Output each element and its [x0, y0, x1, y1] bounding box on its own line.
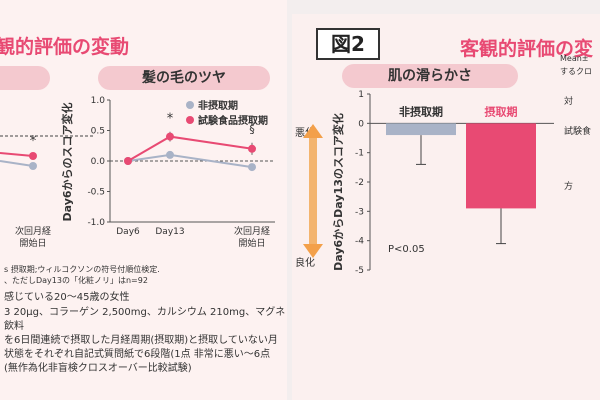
hair-point-intake	[166, 132, 174, 141]
improvement-arrow-shaft	[309, 136, 317, 246]
left-partial-gray-point	[29, 162, 37, 170]
left-partial-xtick-line1: 次回月経	[15, 225, 51, 237]
left-partial-asterisk: *	[30, 134, 37, 149]
skin-ytick-label: -1	[355, 149, 364, 159]
hair-ylabel: Day6からのスコア変化	[60, 102, 74, 221]
left-partial-pink-point	[29, 152, 37, 160]
legend-item-intake: 試験食品摂取期	[186, 112, 268, 127]
hair-ytick-label: 1.0	[91, 96, 106, 106]
left-partial-pill	[0, 66, 50, 90]
legend-label: 非摂取期	[198, 101, 238, 112]
right-chart-svg: Day6からDay13のスコア変化 1 0 -1 -2 -3 -4 -5 非摂取期 摂取期 P<0.…	[303, 90, 554, 276]
legend-item-non-intake: 非摂取期	[186, 97, 238, 112]
left-charts-svg: *次回月経開始日Day6からのスコア変化1.00.50.0-0.5-1.0Day…	[0, 96, 275, 249]
arrow-top-label: 悪化	[295, 128, 315, 139]
footnote-6: を6日間連続で摂取した月経周期(摂取期)と摂取していない月	[4, 335, 278, 346]
right-section-title: 客観的評価の変	[460, 38, 594, 60]
hair-xtick-label: 次回月経	[234, 225, 270, 237]
hair-point-non-intake	[166, 150, 174, 159]
skin-bar-intake	[466, 123, 536, 209]
hair-annotation-asterisk: *	[167, 112, 174, 127]
skin-ytick-label: -2	[355, 178, 364, 188]
hair-xtick-label: Day13	[155, 227, 184, 237]
left-partial-pink-line	[0, 152, 34, 157]
footnote-3: 感じている20～45歳の女性	[4, 292, 130, 303]
footnote-4: 3 20μg、コラーゲン 2,500mg、カルシウム 210mg、マグネ	[4, 307, 286, 318]
hair-xtick-label: 開始日	[238, 237, 265, 249]
skin-ytick-label: -4	[355, 237, 364, 247]
skin-ytick-label: 1	[358, 90, 364, 100]
legend-label: 試験食品摂取期	[198, 116, 268, 127]
left-section-title: 観的評価の変動	[0, 36, 130, 58]
skin-p-value: P<0.05	[388, 244, 425, 255]
hair-ytick-label: -0.5	[87, 188, 105, 198]
legend-dot-gray	[186, 100, 194, 109]
hair-point-intake	[124, 157, 132, 165]
hair-xtick-label: Day6	[116, 227, 140, 237]
footnote-2: 、ただしDay13の「化粧ノリ」はn=92	[4, 276, 148, 285]
hair-ytick-label: 0.5	[91, 127, 105, 137]
footnote-7: 状態をそれぞれ自記式質問紙で6段階(1点 非常に悪い～6点	[4, 349, 271, 360]
hair-ytick-label: -1.0	[87, 218, 105, 228]
footnote-8: (無作為化非盲検クロスオーバー比較試験)	[4, 363, 192, 374]
legend-dot-pink	[186, 115, 194, 124]
side-note-5: 方	[564, 182, 574, 192]
improvement-arrow-down-head	[303, 244, 323, 258]
improvement-arrow-up-head	[303, 124, 323, 138]
side-note-4: 試験食	[564, 127, 592, 137]
footnote-1: s 摂取期;ウィルコクソンの符号付順位検定.	[4, 265, 160, 274]
hair-ytick-label: 0.0	[91, 157, 106, 167]
figure-label: 図2	[316, 28, 380, 60]
skin-ytick-label: -3	[355, 207, 364, 217]
left-partial-xtick-line2: 開始日	[19, 237, 46, 249]
hair-chart-title: 髪の毛のツヤ	[98, 66, 270, 90]
skin-ytick-label: 0	[358, 119, 364, 129]
skin-category-label: 摂取期	[485, 104, 518, 118]
hair-point-intake	[248, 144, 256, 153]
left-partial-gray-line	[0, 160, 34, 167]
left-panel: 観的評価の変動 髪の毛のツヤ 非摂取期 試験食品摂取期 * 次回月経 開始日 Day6…	[0, 0, 287, 400]
skin-ylabel: Day6からDay13のスコア変化	[331, 113, 345, 271]
footnote-5: 飲料	[4, 321, 24, 332]
side-note-3: 対	[564, 97, 574, 107]
side-note-1: Mean±	[560, 54, 589, 63]
hair-point-non-intake	[248, 163, 256, 172]
hair-annotation-section: §	[249, 123, 255, 136]
side-note-2: するクロ	[560, 67, 592, 76]
right-panel: 図2 客観的評価の変 肌の滑らかさ Mean± するクロ 対 試験食 方 悪化 …	[292, 14, 600, 400]
skin-bar-non-intake	[386, 123, 456, 136]
skin-ytick-label: -5	[355, 266, 364, 276]
arrow-bottom-label: 良化	[295, 258, 315, 269]
skin-chart-title: 肌の滑らかさ	[342, 64, 518, 88]
skin-category-label: 非摂取期	[399, 104, 443, 118]
